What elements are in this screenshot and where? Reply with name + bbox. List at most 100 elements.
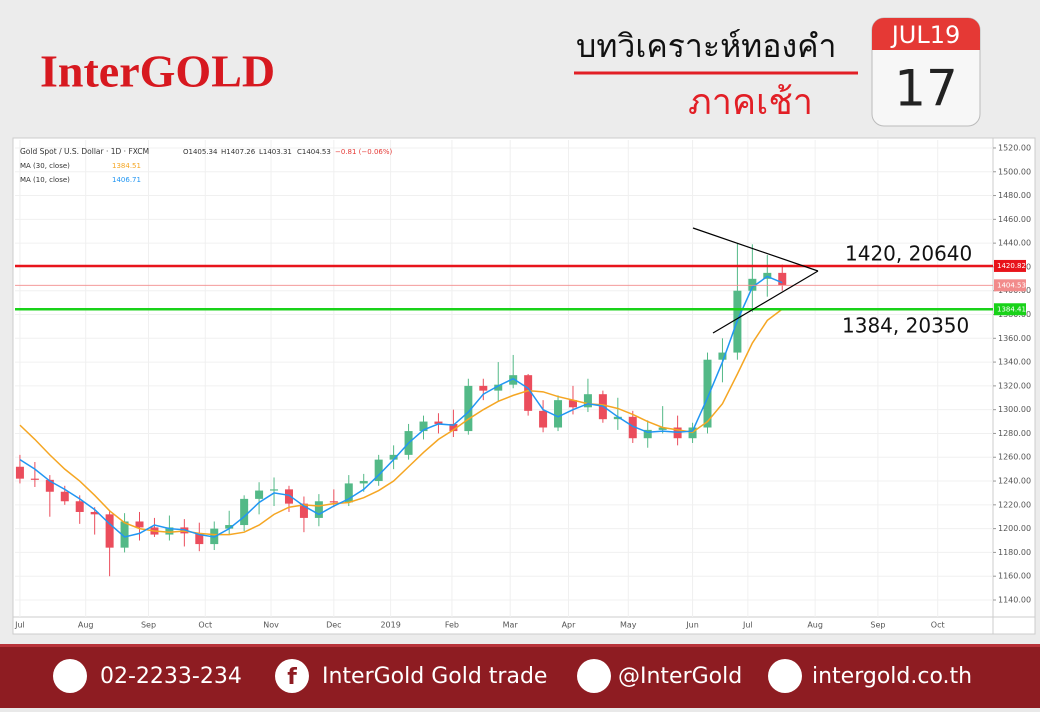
candle-body [90, 511, 99, 515]
legend-value: 1406.71 [112, 176, 141, 184]
y-tick-label: 1280.00 [998, 429, 1031, 438]
candle-body [270, 489, 279, 491]
legend-value: 1384.51 [112, 162, 141, 170]
candle-body [75, 501, 84, 512]
annotation: 1420, 20640 [845, 242, 972, 266]
legend-label: MA (10, close) [20, 176, 70, 184]
y-tick-label: 1260.00 [998, 453, 1031, 462]
x-tick-label: Oct [931, 621, 945, 630]
title: บทวิเคราะห์ทองคำ [576, 27, 836, 65]
candle-body [479, 385, 488, 391]
candle-body [314, 501, 323, 518]
candle-body [299, 503, 308, 518]
facebook: InterGold Gold trade [322, 664, 547, 689]
x-tick-label: May [620, 621, 637, 630]
triangle-upper [692, 227, 819, 272]
y-tick-label: 1500.00 [998, 167, 1031, 176]
x-tick-label: Apr [562, 621, 577, 630]
candle-body [494, 384, 503, 391]
legend-label: MA (30, close) [20, 162, 70, 170]
ohlc-legend: C1404.53 [297, 148, 331, 156]
brand: InterGOLD [40, 46, 275, 97]
x-tick-label: Aug [807, 621, 823, 630]
candle-body [15, 466, 24, 479]
price-badge [994, 303, 1026, 316]
candle-body [628, 416, 637, 439]
y-tick-label: 1300.00 [998, 405, 1031, 414]
line-id: @InterGold [618, 664, 742, 689]
y-tick-label: 1360.00 [998, 334, 1031, 343]
candle-body [464, 385, 473, 432]
plot: 1420.82 1404.53 1384.41 [15, 243, 1026, 577]
y-tick-label: 1240.00 [998, 477, 1031, 486]
ohlc-legend: O1405.34 [183, 148, 218, 156]
candle-body [583, 394, 592, 408]
candle-body [613, 416, 622, 420]
x-tick-label: 2019 [380, 621, 400, 630]
candle-body [105, 514, 114, 548]
x-tick-label: Jul [14, 621, 25, 630]
phone-icon [53, 659, 87, 693]
y-tick-label: 1200.00 [998, 524, 1031, 533]
y-tick-label: 1480.00 [998, 191, 1031, 200]
x-tick-label: Dec [326, 621, 341, 630]
price-badge [994, 279, 1026, 292]
x-tick-label: Aug [78, 621, 94, 630]
candle-body [60, 491, 69, 502]
candle-body [554, 400, 563, 428]
candle-body [195, 533, 204, 545]
y-tick-label: 1220.00 [998, 500, 1031, 509]
calendar-month: JUL19 [890, 21, 961, 49]
candle-body [329, 501, 338, 503]
y-tick-label: 1440.00 [998, 239, 1031, 248]
price-badge-label: 1420.82 [997, 262, 1026, 270]
candle-body [509, 375, 518, 385]
line-icon [577, 659, 611, 693]
candle-body [434, 421, 443, 424]
phone: 02-2233-234 [100, 664, 242, 689]
facebook-icon [275, 659, 309, 693]
x-tick-label: Oct [198, 621, 212, 630]
candle-body [703, 359, 712, 428]
y-tick-label: 1320.00 [998, 381, 1031, 390]
candle-body [658, 427, 667, 430]
y-tick-label: 1460.00 [998, 215, 1031, 224]
y-tick-label: 1520.00 [998, 143, 1031, 152]
ma-line [19, 275, 783, 538]
ohlc-legend: H1407.26 [221, 148, 256, 156]
candle-body [359, 481, 368, 484]
website: intergold.co.th [812, 664, 972, 689]
candle-body [135, 521, 144, 528]
candle-body [778, 272, 787, 286]
facebook-glyph: f [287, 665, 297, 690]
x-tick-label: Jul [742, 621, 753, 630]
candle-body [419, 421, 428, 432]
x-tick-label: Sep [141, 621, 156, 630]
candle-body [255, 490, 264, 499]
candle-body [539, 410, 548, 428]
candle-body [718, 352, 727, 360]
candle-body [30, 478, 39, 480]
candle-body [344, 483, 353, 503]
candle-body [225, 525, 234, 529]
web-icon [768, 659, 802, 693]
triangle-lower [712, 270, 819, 334]
annotation: 1384, 20350 [842, 314, 969, 338]
x-tick-label: Sep [870, 621, 885, 630]
x-tick-label: Nov [263, 621, 279, 630]
legend: MA (30, close) 1384.51 MA (10, close) 1406.… [20, 148, 393, 184]
subtitle: ภาคเช้า [688, 82, 813, 123]
candle-body [449, 423, 458, 432]
footer [0, 644, 1040, 708]
x-tick-label: Mar [503, 621, 519, 630]
candle-body [284, 489, 293, 504]
candle-body [524, 375, 533, 411]
y-tick-label: 1180.00 [998, 548, 1031, 557]
calendar-day: 17 [894, 60, 958, 118]
price-badge [994, 259, 1026, 272]
price-badge-label: 1404.53 [997, 281, 1026, 289]
candle-body [45, 479, 54, 492]
candle-body [568, 400, 577, 408]
